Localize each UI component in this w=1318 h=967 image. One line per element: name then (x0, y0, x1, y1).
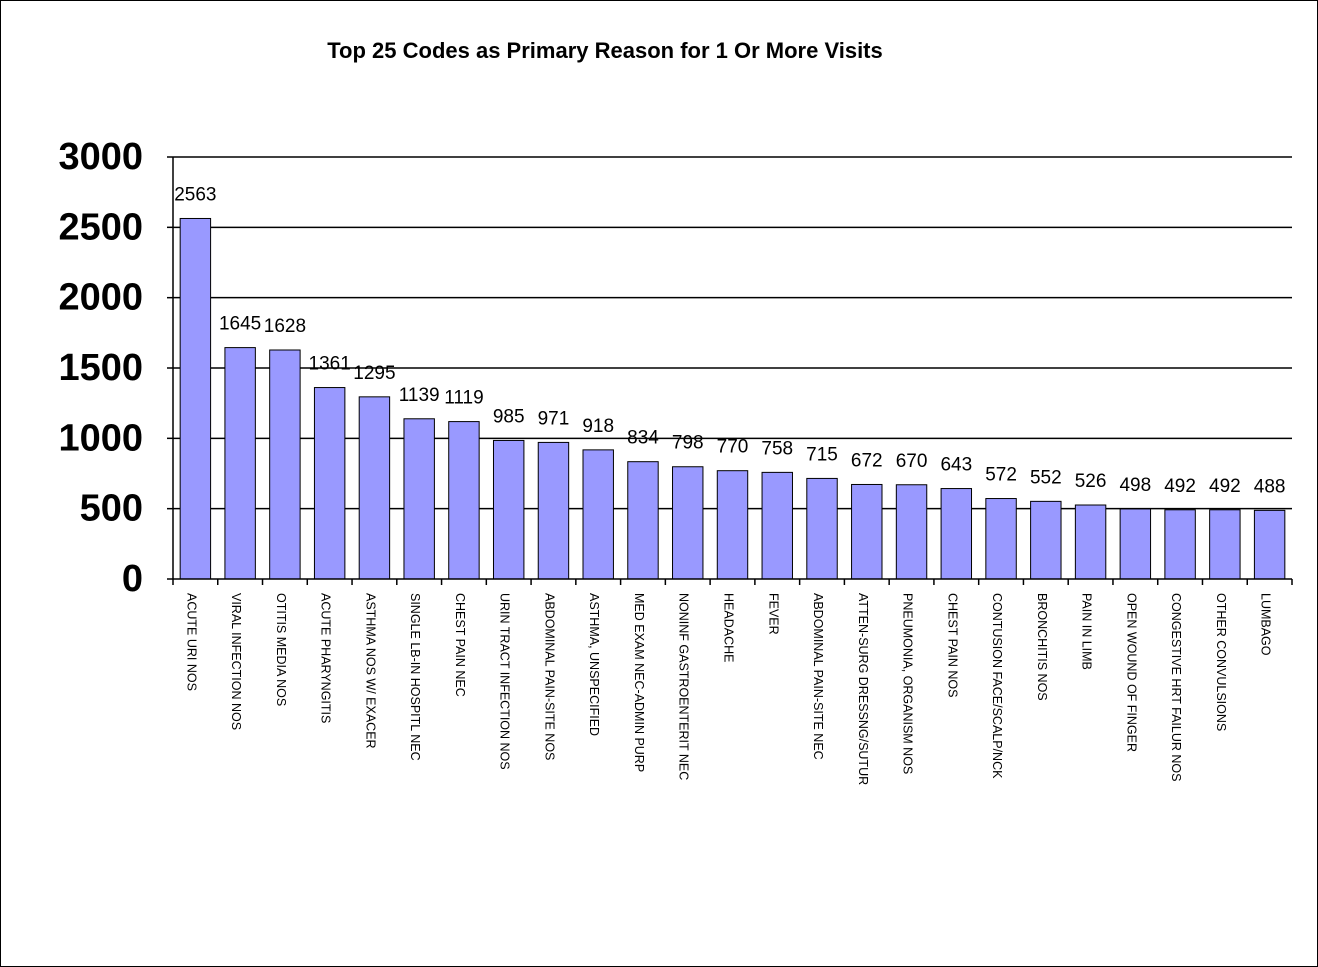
x-tick-label: ASTHMA, UNSPECIFIED (587, 593, 601, 736)
bar (761, 471, 793, 580)
x-tick-label: PNEUMONIA, ORGANISM NOS (901, 593, 915, 774)
data-label: 572 (985, 465, 1017, 486)
data-label: 1119 (444, 388, 483, 409)
x-tick-label: OPEN WOUND OF FINGER (1124, 593, 1138, 752)
x-tick-label: VIRAL INFECTION NOS (229, 593, 243, 730)
bar (895, 484, 928, 580)
bar (1119, 508, 1152, 580)
data-label: 758 (761, 438, 793, 459)
x-tick-label: CHEST PAIN NOS (945, 593, 959, 697)
x-tick-label: OTITIS MEDIA NOS (274, 593, 288, 706)
y-tick-label: 500 (80, 488, 143, 530)
data-label: 971 (538, 408, 570, 429)
data-label: 918 (582, 416, 614, 437)
bar (1074, 504, 1107, 580)
x-tick-label: ABDOMINAL PAIN-SITE NOS (542, 593, 556, 760)
bar (403, 418, 435, 580)
data-label: 770 (717, 437, 749, 458)
x-tick-label: ASTHMA NOS W/ EXACER (363, 593, 377, 749)
data-label: 1628 (264, 316, 306, 337)
bar (1209, 509, 1241, 580)
data-label: 492 (1209, 476, 1241, 497)
bar (582, 449, 614, 580)
bar (627, 461, 659, 580)
x-tick-label: PAIN IN LIMB (1080, 593, 1094, 670)
bar (851, 483, 883, 580)
chart-title: Top 25 Codes as Primary Reason for 1 Or … (327, 38, 883, 63)
data-label: 715 (806, 444, 838, 465)
bar (985, 498, 1017, 580)
y-tick-label: 1000 (58, 417, 143, 459)
x-tick-label: HEADACHE (722, 593, 736, 662)
bar (1164, 509, 1196, 580)
data-label: 492 (1164, 476, 1196, 497)
data-label: 798 (672, 433, 704, 454)
data-label: 834 (627, 428, 659, 449)
x-tick-label: ABDOMINAL PAIN-SITE NEC (811, 593, 825, 760)
x-tick-label: OTHER CONVULSIONS (1214, 593, 1228, 731)
data-label: 552 (1030, 467, 1062, 488)
bar (1030, 500, 1062, 580)
y-tick-label: 2000 (58, 277, 143, 319)
x-tick-label: CONGESTIVE HRT FAILUR NOS (1169, 593, 1183, 781)
bar (179, 217, 212, 580)
bar (269, 349, 301, 580)
data-label: 643 (940, 455, 972, 476)
x-tick-label: FEVER (766, 593, 780, 635)
data-label: 526 (1075, 471, 1107, 492)
x-tick-label: BRONCHITIS NOS (1035, 593, 1049, 701)
bar (313, 387, 346, 580)
bar (448, 421, 480, 580)
data-label: 670 (896, 451, 928, 472)
y-tick-label: 1500 (58, 347, 143, 389)
x-tick-label: SINGLE LB-IN HOSPITL NEC (408, 593, 422, 761)
x-tick-label: ACUTE PHARYNGITIS (319, 593, 333, 723)
x-tick-label: CONTUSION FACE/SCALP/NCK (990, 593, 1004, 779)
x-tick-label: URIN TRACT INFECTION NOS (498, 593, 512, 770)
y-tick-label: 3000 (58, 136, 143, 178)
data-label: 488 (1254, 476, 1286, 497)
bar (537, 441, 570, 580)
data-label: 1295 (353, 363, 395, 384)
x-tick-label: ATTEN-SURG DRESSNG/SUTUR (856, 593, 870, 785)
bar (492, 439, 525, 580)
y-tick-label: 0 (122, 558, 143, 600)
data-label: 2563 (174, 184, 216, 205)
y-tick-label: 2500 (58, 206, 143, 248)
x-tick-label: ACUTE URI NOS (184, 593, 198, 691)
x-tick-label: NONINF GASTROENTERIT NEC (677, 593, 691, 780)
data-label: 1645 (219, 314, 261, 335)
bar (940, 488, 973, 580)
data-label: 1361 (309, 354, 351, 375)
data-label: 985 (493, 406, 525, 427)
x-tick-label: MED EXAM NEC-ADMIN PURP (632, 593, 646, 772)
bar (806, 477, 838, 580)
bar (672, 466, 704, 580)
x-tick-label: CHEST PAIN NEC (453, 593, 467, 697)
bar (1253, 509, 1286, 580)
bar (358, 396, 391, 580)
bar (224, 347, 256, 580)
data-label: 672 (851, 450, 883, 471)
data-label: 1139 (399, 385, 440, 406)
x-tick-label: LUMBAGO (1259, 593, 1273, 656)
data-label: 498 (1119, 475, 1151, 496)
bar (716, 470, 749, 580)
